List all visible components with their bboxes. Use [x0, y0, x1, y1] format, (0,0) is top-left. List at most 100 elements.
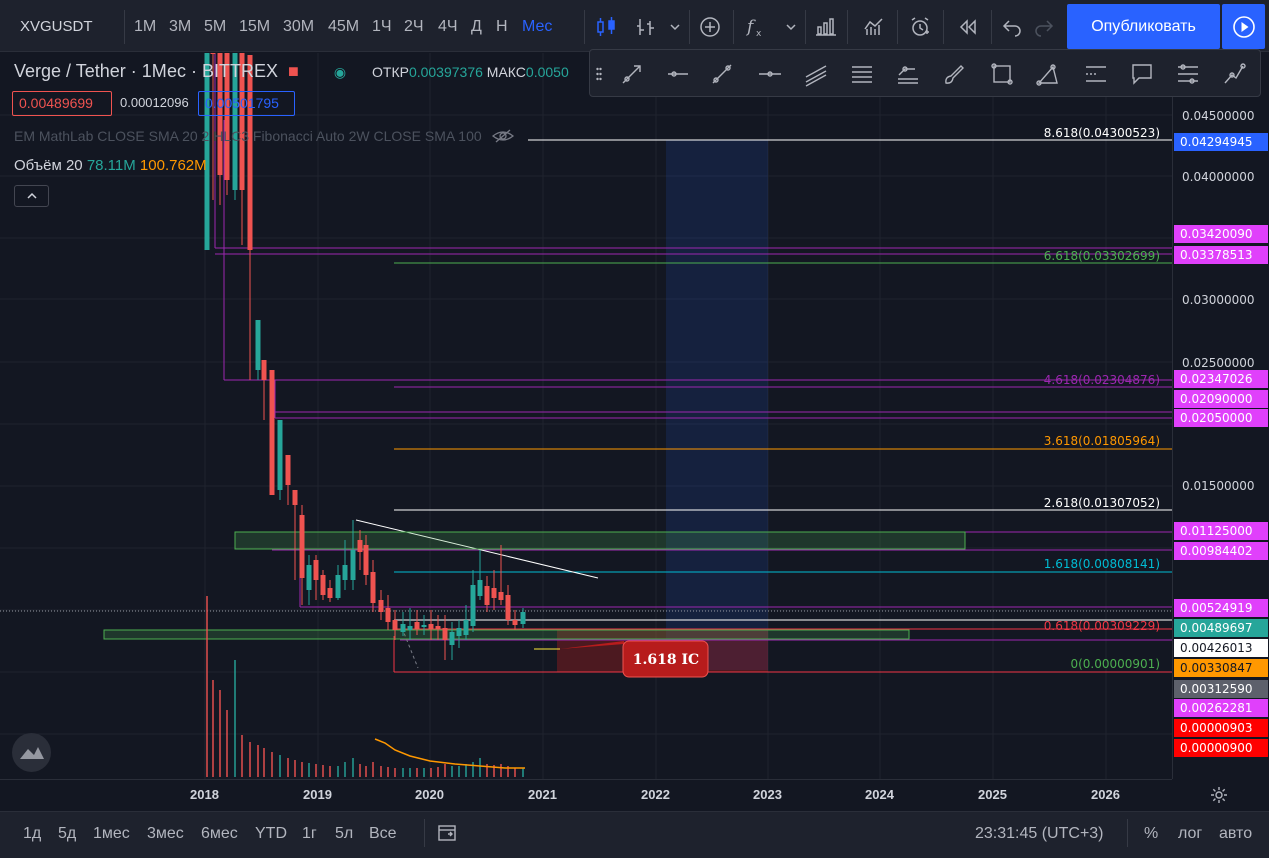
price-axis[interactable] [1172, 97, 1269, 779]
indicators-legend[interactable]: EM MathLab CLOSE SMA 20 2 HLC3 Fibonacci… [14, 128, 514, 147]
volume-value: 78.11M [86, 157, 136, 174]
percent-toggle[interactable]: % [1144, 825, 1159, 842]
candle-body [491, 588, 497, 598]
fib-label: 0(0.00000901) [1070, 657, 1160, 671]
eye-hidden-icon[interactable] [491, 128, 514, 147]
rectangle-icon[interactable] [984, 58, 1020, 90]
volume-bar [394, 768, 396, 777]
divider [805, 10, 806, 44]
volume-bar [430, 768, 432, 777]
gann-icon[interactable] [1170, 58, 1206, 90]
volume-label: Объём 20 [14, 157, 83, 174]
fib-extension-icon[interactable] [890, 58, 926, 90]
tradingview-logo-icon[interactable] [12, 733, 51, 772]
timeframe-5m[interactable]: 5М [204, 18, 227, 35]
path-icon[interactable] [1030, 58, 1066, 90]
price-label: 0.02050000 [1174, 409, 1268, 427]
chart-area[interactable]: 8.618(0.04300523) 6.618(0.03302699) 4.61… [0, 53, 1172, 779]
candle-body [261, 360, 267, 380]
range-1y[interactable]: 1г [302, 825, 317, 842]
publish-button[interactable]: Опубликовать [1067, 4, 1220, 49]
alert-icon[interactable] [904, 12, 936, 42]
timeframe-day[interactable]: Д [471, 18, 482, 35]
candle-body [342, 565, 348, 580]
volume-legend[interactable]: Объём 20 78.11M 100.762M [14, 157, 207, 174]
candle-body [285, 455, 291, 485]
symbol-title[interactable]: Verge / Tether · 1Мес · BITTREX ■ ◉ [14, 61, 346, 82]
candle-body [313, 560, 319, 580]
range-all[interactable]: Все [369, 825, 397, 842]
candle-body [407, 626, 413, 630]
price-range-icon[interactable] [1078, 58, 1114, 90]
callout-label: 1.618 IC [633, 652, 699, 668]
trend-line-icon[interactable] [704, 58, 740, 90]
settings-icon[interactable] [1209, 785, 1229, 810]
range-3m[interactable]: 3мес [147, 825, 184, 842]
chevron-down-icon[interactable] [778, 12, 804, 42]
undo-icon[interactable] [996, 12, 1028, 42]
volume-bar [365, 766, 367, 777]
indicators-text: EM MathLab CLOSE SMA 20 2 HLC3 Fibonacci… [14, 128, 482, 145]
range-6m[interactable]: 6мес [201, 825, 238, 842]
svg-text:f: f [745, 17, 756, 37]
range-1m[interactable]: 1мес [93, 825, 130, 842]
clock[interactable]: 23:31:45 (UTC+3) [975, 825, 1104, 842]
volume-bar [486, 764, 488, 777]
drag-handle-icon[interactable] [592, 58, 606, 90]
volume-bar [257, 745, 259, 777]
comment-icon[interactable] [1124, 58, 1160, 90]
bid-price[interactable]: 0.00489699 [12, 91, 112, 116]
fib-retracement-icon[interactable] [844, 58, 880, 90]
range-ytd[interactable]: YTD [255, 825, 287, 842]
compare-icon[interactable] [630, 12, 662, 42]
volume-bar [226, 710, 228, 777]
redo-icon[interactable] [1028, 12, 1060, 42]
timeframe-30m[interactable]: 30М [283, 18, 315, 35]
parallel-channel-icon[interactable] [798, 58, 834, 90]
bottom-toolbar [0, 811, 1269, 858]
volume-bar [507, 766, 509, 777]
timeframe-1m[interactable]: 1М [134, 18, 157, 35]
templates-icon[interactable] [858, 12, 890, 42]
arrow-tool-icon[interactable] [614, 58, 650, 90]
ask-price[interactable]: 0.00501795 [198, 91, 295, 116]
timeframe-15m[interactable]: 15М [239, 18, 271, 35]
projection-icon[interactable] [1216, 58, 1252, 90]
range-5d[interactable]: 5д [58, 825, 77, 842]
horizontal-line-icon[interactable] [752, 58, 788, 90]
price-chart[interactable]: 8.618(0.04300523) 6.618(0.03302699) 4.61… [0, 53, 1172, 779]
timeframe-2h[interactable]: 2Ч [404, 18, 424, 35]
timeframe-week[interactable]: Н [496, 18, 508, 35]
collapse-legend-button[interactable] [14, 185, 49, 207]
range-1d[interactable]: 1д [23, 825, 42, 842]
timeframe-45m[interactable]: 45М [328, 18, 360, 35]
time-tick: 2023 [753, 787, 782, 802]
range-5y[interactable]: 5л [335, 825, 354, 842]
chevron-down-icon[interactable] [662, 12, 688, 42]
candle-body [210, 53, 216, 54]
timeframe-1h[interactable]: 1Ч [372, 18, 392, 35]
date-range-icon[interactable] [436, 822, 458, 849]
fib-label: 4.618(0.02304876) [1044, 373, 1160, 387]
price-label: 0.00330847 [1174, 659, 1268, 677]
divider [1127, 819, 1128, 847]
callout-box [622, 640, 709, 678]
log-toggle[interactable]: лог [1178, 825, 1203, 842]
price-label: 0.03378513 [1174, 246, 1268, 264]
play-icon[interactable] [1222, 4, 1265, 49]
symbol-search[interactable]: XVGUSDT [20, 18, 93, 35]
candle-body [320, 575, 326, 595]
replay-icon[interactable] [952, 12, 984, 42]
brush-icon[interactable] [936, 58, 972, 90]
horizontal-ray-icon[interactable] [660, 58, 696, 90]
timeframe-3m[interactable]: 3М [169, 18, 192, 35]
candles-icon[interactable] [590, 12, 622, 42]
symbol-title-text: Verge / Tether · 1Мес · BITTREX [14, 61, 278, 81]
financials-icon[interactable] [810, 12, 842, 42]
auto-toggle[interactable]: авто [1219, 825, 1253, 842]
timeframe-4h[interactable]: 4Ч [438, 18, 458, 35]
add-symbol-icon[interactable] [694, 12, 726, 42]
time-axis[interactable] [0, 779, 1172, 811]
timeframe-month[interactable]: Мес [522, 18, 553, 35]
